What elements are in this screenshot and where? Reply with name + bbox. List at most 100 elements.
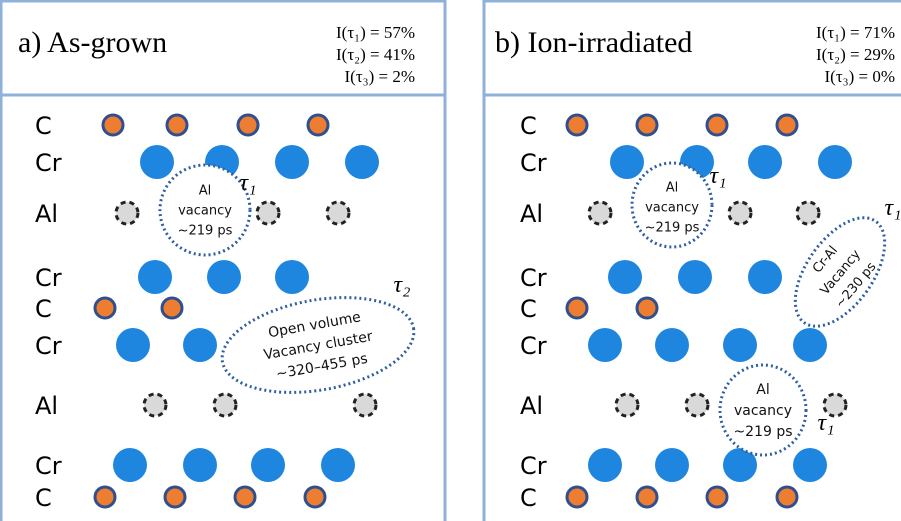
row-label: Al xyxy=(520,200,543,228)
bubble-text: Al xyxy=(666,181,679,196)
chromium-atom xyxy=(588,328,622,362)
row-label: Al xyxy=(520,392,543,420)
row-label: Al xyxy=(35,392,58,420)
chromium-atom xyxy=(655,328,689,362)
aluminum-vacancy xyxy=(616,394,638,416)
aluminum-vacancy xyxy=(214,394,236,416)
intensity: I(τ₁) = 57% xyxy=(336,23,415,42)
row-label: C xyxy=(35,484,52,512)
lifetime-label: τ₁ xyxy=(240,170,257,196)
aluminum-vacancy xyxy=(144,394,166,416)
row-label: C xyxy=(520,484,537,512)
chromium-atom xyxy=(748,145,782,179)
chromium-atom xyxy=(723,328,757,362)
bubble-text: ~219 ps xyxy=(178,224,233,239)
row-label: C xyxy=(520,112,537,140)
chromium-atom xyxy=(345,145,379,179)
lifetime-label: τ₂ xyxy=(394,272,411,298)
row-label: Cr xyxy=(35,264,62,292)
row-label: Cr xyxy=(520,452,547,480)
row-label: C xyxy=(35,112,52,140)
chromium-atom xyxy=(113,448,147,482)
panel-label: a) xyxy=(18,26,41,59)
chromium-atom xyxy=(138,260,172,294)
chromium-atom xyxy=(818,145,852,179)
carbon-atom xyxy=(103,115,123,135)
carbon-atom xyxy=(162,298,182,318)
carbon-atom xyxy=(707,115,727,135)
aluminum-vacancy xyxy=(354,394,376,416)
intensity: I(τ₁) = 71% xyxy=(816,23,895,42)
chromium-atom xyxy=(678,260,712,294)
bubble-text: ~219 ps xyxy=(645,221,700,236)
carbon-atom xyxy=(235,487,255,507)
row-label: Cr xyxy=(520,149,547,177)
bubble-text: vacancy xyxy=(178,204,232,219)
carbon-atom xyxy=(567,115,587,135)
chromium-atom xyxy=(116,328,150,362)
carbon-atom xyxy=(167,115,187,135)
row-label: Cr xyxy=(520,332,547,360)
carbon-atom xyxy=(567,298,587,318)
chromium-atom xyxy=(183,448,217,482)
aluminum-vacancy xyxy=(686,394,708,416)
chromium-atom xyxy=(207,260,241,294)
intensity: I(τ₂) = 29% xyxy=(816,45,895,64)
panel-title-text: Ion-irradiated xyxy=(528,26,693,59)
row-label: C xyxy=(520,295,537,323)
panel-label: b) xyxy=(495,26,520,59)
chromium-atom xyxy=(183,328,217,362)
aluminum-vacancy xyxy=(589,202,611,224)
chromium-atom xyxy=(793,328,827,362)
panel-title: b) Ion-irradiated xyxy=(495,26,692,59)
bubble-text: Al xyxy=(199,184,212,199)
chromium-atom xyxy=(275,260,309,294)
chromium-atom xyxy=(793,448,827,482)
carbon-atom xyxy=(165,487,185,507)
chromium-atom xyxy=(321,448,355,482)
aluminum-vacancy xyxy=(729,202,751,224)
intensity: I(τ₂) = 41% xyxy=(336,45,415,64)
carbon-atom xyxy=(637,487,657,507)
bubble-text: Al xyxy=(756,382,769,398)
bubble-text: vacancy xyxy=(645,201,699,216)
row-label: Cr xyxy=(35,452,62,480)
carbon-atom xyxy=(238,115,258,135)
chromium-atom xyxy=(610,145,644,179)
chromium-atom xyxy=(140,145,174,179)
carbon-atom xyxy=(637,115,657,135)
row-label: Cr xyxy=(35,332,62,360)
intensity: I(τ₃) = 2% xyxy=(345,67,416,86)
chromium-atom xyxy=(608,260,642,294)
chromium-atom xyxy=(655,448,689,482)
carbon-atom xyxy=(308,115,328,135)
bubble-text: ~219 ps xyxy=(733,424,792,440)
figure: a) As-grown I(τ₁) = 57% I(τ₂) = 41% I(τ₃) =… xyxy=(0,0,901,521)
carbon-atom xyxy=(707,487,727,507)
chromium-atom xyxy=(275,145,309,179)
bubble-text: vacancy xyxy=(734,403,792,419)
intensity: I(τ₃) = 0% xyxy=(825,67,896,86)
chromium-atom xyxy=(251,448,285,482)
carbon-atom xyxy=(567,487,587,507)
carbon-atom xyxy=(95,298,115,318)
row-label: Cr xyxy=(35,149,62,177)
row-label: Al xyxy=(35,200,58,228)
carbon-atom xyxy=(637,298,657,318)
lifetime-label: τ₁ xyxy=(885,195,901,221)
carbon-atom xyxy=(777,115,797,135)
aluminum-vacancy xyxy=(116,202,138,224)
panel-title: a) As-grown xyxy=(18,26,167,59)
lifetime-label: τ₁ xyxy=(710,163,727,189)
chromium-atom xyxy=(588,448,622,482)
panel-title-text: As-grown xyxy=(47,26,167,59)
aluminum-vacancy xyxy=(327,202,349,224)
lifetime-label: τ₁ xyxy=(818,410,835,436)
row-label: C xyxy=(35,295,52,323)
carbon-atom xyxy=(777,487,797,507)
aluminum-vacancy xyxy=(797,202,819,224)
aluminum-vacancy xyxy=(257,202,279,224)
row-label: Cr xyxy=(520,264,547,292)
chromium-atom xyxy=(748,260,782,294)
carbon-atom xyxy=(305,487,325,507)
